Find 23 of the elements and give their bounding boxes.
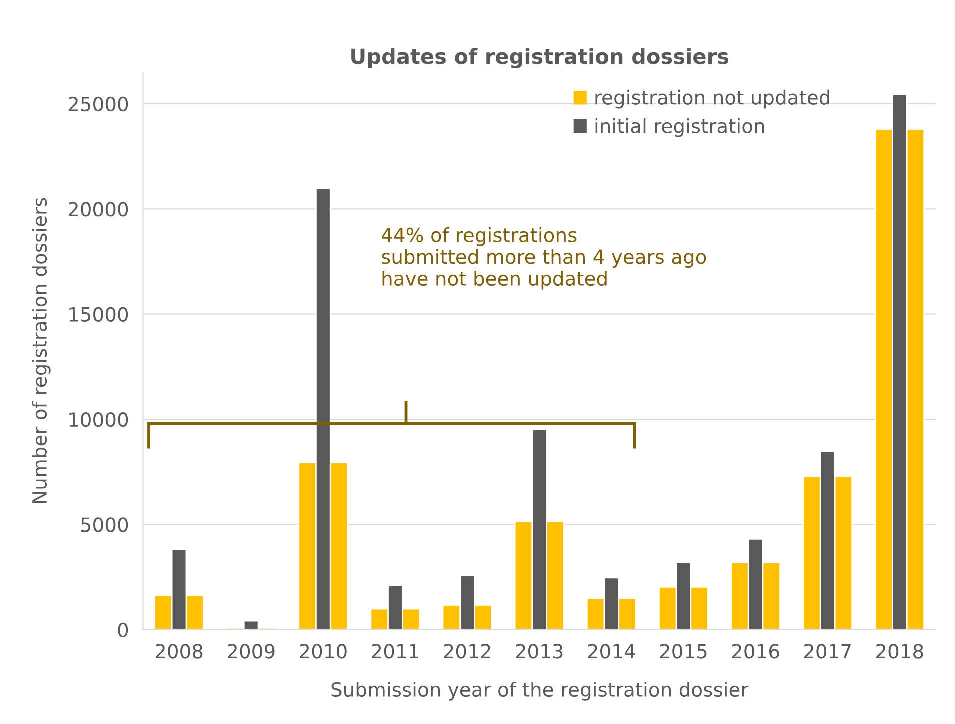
legend-label: initial registration bbox=[596, 118, 764, 138]
x-tick-label: 2017 bbox=[804, 644, 851, 659]
legend-label: registration not updated bbox=[596, 90, 830, 109]
x-axis-title: Submission year of the registration dossier bbox=[332, 682, 749, 701]
chart-title: Updates of registration dossiers bbox=[352, 48, 728, 69]
x-tick-label: 2013 bbox=[516, 644, 563, 659]
y-tick-label: 25000 bbox=[68, 96, 128, 112]
x-tick-label: 2014 bbox=[588, 644, 636, 659]
x-tick-label: 2016 bbox=[732, 644, 780, 659]
y-tick-label: 5000 bbox=[81, 518, 128, 532]
y-tick-label: 20000 bbox=[68, 202, 128, 217]
y-tick-label: 0 bbox=[118, 622, 128, 638]
x-tick-label: 2015 bbox=[660, 644, 707, 659]
x-tick-label: 2011 bbox=[372, 644, 418, 659]
x-tick-label: 2010 bbox=[300, 644, 347, 659]
x-tick-label: 2018 bbox=[876, 644, 924, 659]
x-tick-label: 2008 bbox=[156, 644, 203, 659]
y-axis-title: Number of registration dossiers bbox=[32, 198, 51, 504]
y-tick-label: 15000 bbox=[70, 307, 128, 322]
x-tick-label: 2012 bbox=[444, 644, 490, 659]
annotation: 44% of registrations submitted more than 4 years ago have not been updated bbox=[382, 227, 706, 290]
y-tick-label: 10000 bbox=[70, 412, 128, 428]
x-tick-label: 2009 bbox=[228, 644, 275, 659]
